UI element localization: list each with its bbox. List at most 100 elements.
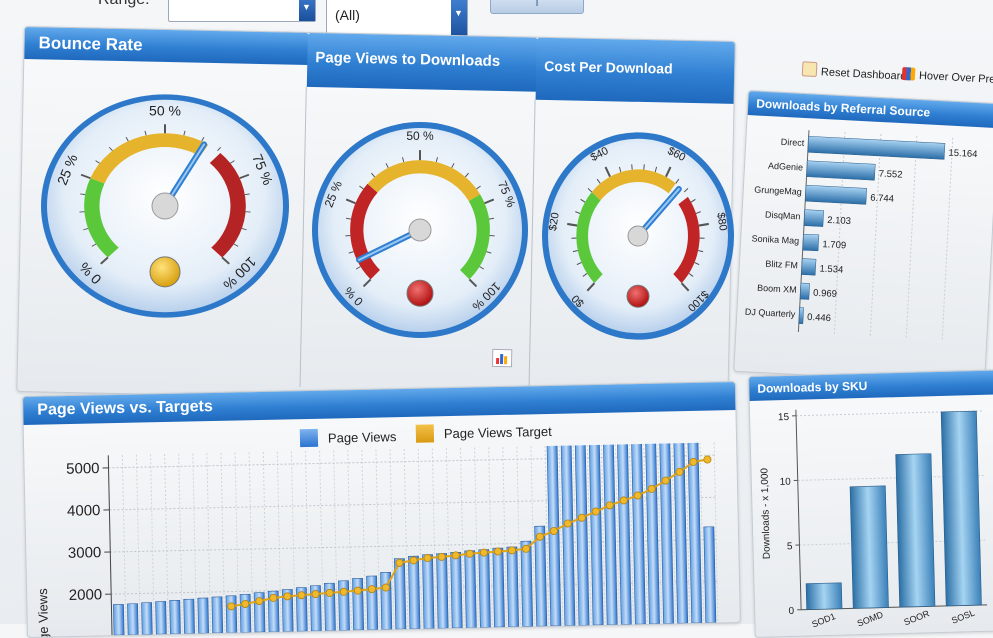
- target-point: [242, 600, 249, 607]
- bar: [800, 283, 810, 299]
- legend-target: Page Views Target: [416, 422, 552, 443]
- bar: [806, 583, 842, 610]
- bar: [170, 600, 181, 634]
- bar: [589, 443, 603, 625]
- bar: [451, 552, 463, 628]
- status-light: [150, 257, 180, 287]
- bar: [535, 526, 547, 626]
- legend-page-views: Page Views: [300, 427, 397, 447]
- target-point: [676, 468, 683, 475]
- bar: [850, 486, 889, 608]
- target-point: [648, 485, 655, 492]
- bar: [352, 578, 363, 630]
- value-label: 15.164: [948, 148, 978, 161]
- category-label: SOMD: [856, 609, 885, 628]
- y-tick-label: 5: [787, 541, 793, 552]
- chevron-down-icon[interactable]: [451, 0, 467, 39]
- reset-dashboard-link[interactable]: Reset Dashboard: [802, 61, 907, 82]
- sku-header: Downloads by SKU: [749, 370, 993, 401]
- reset-icon: [802, 61, 818, 77]
- target-point: [564, 520, 571, 527]
- bar: [156, 601, 167, 634]
- hover-preview-link[interactable]: Hover Over Preview: [902, 67, 993, 87]
- y-axis: [108, 455, 112, 635]
- value-label: 1.534: [819, 263, 843, 275]
- target-point: [382, 584, 389, 591]
- y-tick-label: 15: [778, 412, 790, 423]
- legend-label-target: Page Views Target: [444, 424, 552, 441]
- category-label: SOSL: [950, 608, 976, 626]
- value-label: 1.709: [822, 239, 846, 251]
- bar: [561, 443, 575, 625]
- submit-button[interactable]: T: [490, 0, 584, 14]
- value-label: 7.552: [878, 168, 902, 180]
- gauge-label: 50 %: [406, 129, 434, 143]
- bar: [479, 550, 491, 628]
- bar: [805, 185, 866, 204]
- target-point: [704, 456, 711, 463]
- target-point: [536, 533, 543, 540]
- y-axis: [796, 410, 801, 610]
- gauge-hub: [409, 219, 431, 241]
- legend-swatch-gold: [416, 424, 434, 442]
- value-label: 0.446: [807, 312, 831, 324]
- date-range-select[interactable]: [168, 0, 316, 22]
- pvt-panel: Page Views vs. Targets Page Views Page V…: [22, 381, 741, 638]
- category-label: Blitz FM: [765, 259, 798, 271]
- target-point: [354, 587, 361, 594]
- category-label: Boom XM: [757, 283, 797, 295]
- y-tick-label: 10: [780, 477, 792, 488]
- y-tick-label: 4000: [67, 502, 101, 520]
- target-point: [522, 545, 529, 552]
- bar: [688, 442, 702, 623]
- target-point: [452, 552, 459, 559]
- bar: [507, 547, 519, 627]
- y-tick-label: 3000: [68, 544, 102, 562]
- category-label: SOD1: [810, 611, 836, 629]
- bar: [521, 541, 533, 626]
- bar: [575, 443, 589, 625]
- gauge-hub: [628, 226, 648, 246]
- bar: [113, 604, 124, 635]
- category-label: AdGenie: [768, 161, 804, 173]
- category-label: DisqMan: [765, 210, 801, 222]
- target-point: [410, 557, 417, 564]
- pv-downloads-header: Page Views to Downloads: [307, 33, 538, 92]
- bar: [632, 442, 646, 624]
- bounce-rate-header: Bounce Rate: [24, 27, 309, 65]
- target-point: [592, 508, 599, 515]
- bar: [704, 527, 716, 623]
- bar: [807, 161, 876, 181]
- chevron-down-icon[interactable]: [299, 0, 315, 21]
- target-point: [312, 590, 319, 597]
- target-point: [368, 585, 375, 592]
- target-point: [634, 492, 641, 499]
- category-label: SOOR: [902, 608, 931, 627]
- bar: [184, 599, 195, 634]
- target-point: [550, 527, 557, 534]
- referral-chart: Direct15.164AdGenie7.552GrungeMag6.744Di…: [734, 119, 993, 382]
- target-point: [494, 548, 501, 555]
- target-point: [438, 553, 445, 560]
- pvt-title: Page Views vs. Targets: [37, 398, 213, 419]
- target-point: [466, 550, 473, 557]
- bar: [422, 555, 434, 629]
- target-point: [270, 594, 277, 601]
- hover-label: Hover Over Preview: [919, 70, 993, 87]
- sku-title: Downloads by SKU: [757, 379, 867, 396]
- target-point: [298, 592, 305, 599]
- bar: [896, 454, 935, 607]
- legend-label-page-views: Page Views: [328, 429, 397, 445]
- bounce-rate-title: Bounce Rate: [38, 33, 142, 54]
- y-tick-label: 2000: [69, 586, 103, 604]
- value-label: 0.969: [813, 288, 837, 300]
- y-tick-label: 5000: [66, 460, 100, 478]
- y-tick-label: 0: [788, 606, 794, 617]
- cost-header: Cost Per Download: [536, 38, 735, 104]
- bar: [799, 308, 804, 324]
- bar: [142, 603, 153, 635]
